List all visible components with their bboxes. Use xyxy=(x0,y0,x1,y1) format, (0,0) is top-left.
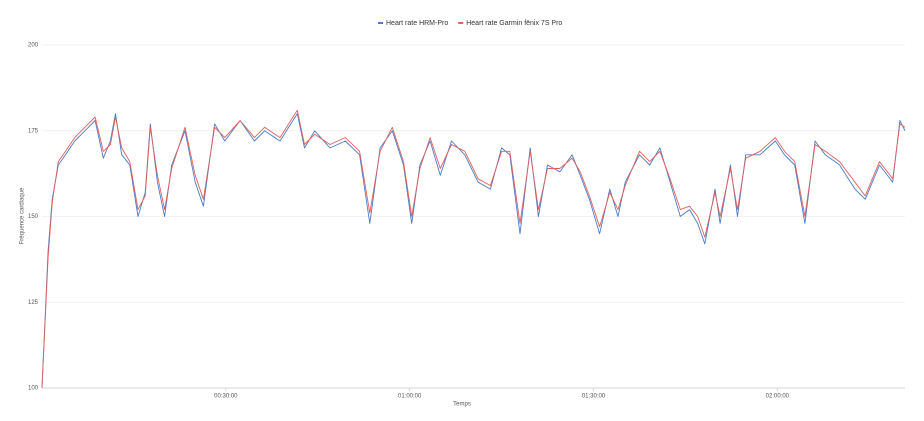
x-tick-label: 01:30:00 xyxy=(582,394,606,400)
x-tick-label: 00:30:00 xyxy=(214,394,238,400)
line-series xyxy=(41,113,906,389)
line-series xyxy=(41,109,906,389)
x-tick-label: 02:00:00 xyxy=(766,394,790,400)
y-tick-label: 175 xyxy=(28,128,39,134)
legend: Heart rate HRM-Pro Heart rate Garmin fēni… xyxy=(378,20,562,27)
y-tick-label: 100 xyxy=(28,386,39,392)
legend-label: Heart rate Garmin fēnix 7S Pro xyxy=(466,20,562,27)
legend-label: Heart rate HRM-Pro xyxy=(386,20,448,27)
y-tick-label: 150 xyxy=(28,214,39,220)
y-tick-label: 125 xyxy=(28,300,39,306)
x-tick-label: 01:00:00 xyxy=(398,394,422,400)
y-tick-label: 200 xyxy=(28,43,39,49)
x-axis-label: Temps xyxy=(453,402,471,408)
y-axis-label: Fréquence cardiaque xyxy=(20,187,26,244)
